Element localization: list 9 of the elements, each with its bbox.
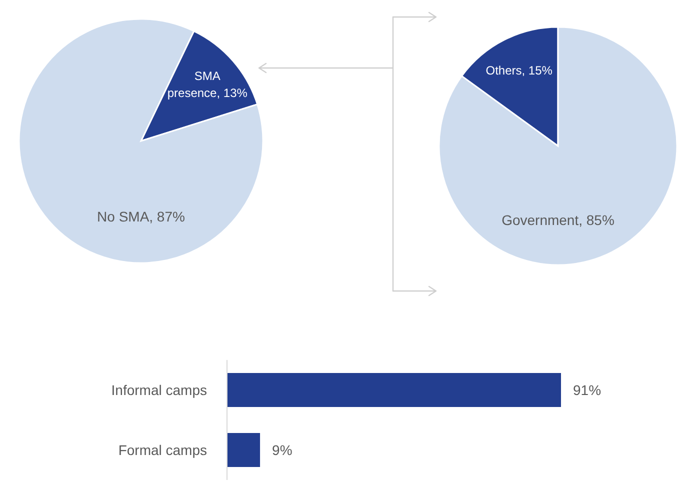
data-label: 9% bbox=[272, 442, 292, 458]
y-tick-label: Formal camps bbox=[118, 442, 207, 458]
slice-label: SMA presence, 13% bbox=[167, 68, 248, 100]
slice-label: Government, 85% bbox=[502, 212, 614, 228]
slice-label: No SMA, 87% bbox=[97, 208, 185, 225]
slice-label: Others, 15% bbox=[486, 64, 553, 78]
data-label: 91% bbox=[573, 382, 602, 398]
y-tick-label: Informal camps bbox=[111, 382, 207, 398]
pie-slice bbox=[18, 18, 264, 264]
